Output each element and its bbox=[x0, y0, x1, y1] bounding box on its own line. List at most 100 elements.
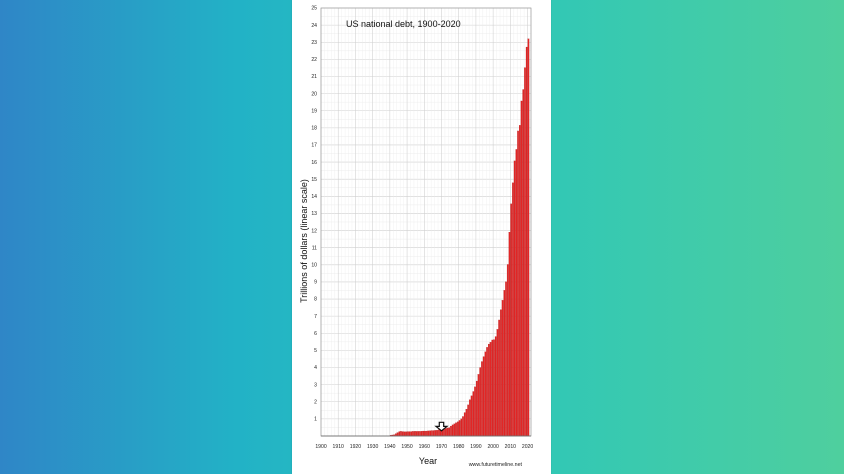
debt-bar-1980 bbox=[458, 420, 461, 437]
debt-bar-2004 bbox=[500, 309, 502, 437]
debt-bar-1962 bbox=[427, 430, 430, 437]
y-tick-label-11: 11 bbox=[312, 245, 317, 251]
debt-bar-1950 bbox=[407, 431, 409, 437]
debt-bar-2001 bbox=[494, 336, 497, 437]
x-tick-label-1970: 1970 bbox=[436, 444, 447, 450]
debt-bar-2005 bbox=[501, 300, 504, 437]
debt-bar-1966 bbox=[434, 430, 437, 437]
y-tick-label-17: 17 bbox=[311, 143, 317, 149]
debt-bar-2015 bbox=[519, 125, 521, 437]
x-tick-label-1950: 1950 bbox=[401, 444, 412, 450]
y-tick-label-14: 14 bbox=[311, 194, 317, 200]
debt-bar-1953 bbox=[412, 431, 414, 437]
x-tick-label-2000: 2000 bbox=[487, 444, 498, 450]
debt-bar-1984 bbox=[465, 409, 468, 437]
debt-bar-2014 bbox=[517, 130, 519, 437]
chart-grid bbox=[320, 7, 532, 437]
debt-bar-1983 bbox=[463, 412, 466, 437]
debt-bar-1977 bbox=[453, 423, 456, 437]
y-tick-label-16: 16 bbox=[311, 160, 317, 166]
debt-bar-1972 bbox=[444, 428, 447, 437]
debt-bar-2011 bbox=[512, 182, 514, 437]
debt-bar-2007 bbox=[505, 281, 507, 437]
debt-bar-1974 bbox=[448, 427, 451, 437]
x-tick-label-1900: 1900 bbox=[315, 444, 326, 450]
debt-bar-2002 bbox=[496, 329, 499, 437]
y-tick-label-25: 25 bbox=[311, 6, 317, 12]
y-tick-label-1: 1 bbox=[314, 417, 317, 423]
debt-bar-1995 bbox=[484, 351, 487, 437]
debt-bar-2009 bbox=[508, 232, 511, 437]
y-tick-label-10: 10 bbox=[311, 263, 317, 269]
debt-bar-2008 bbox=[506, 264, 509, 437]
debt-bar-1967 bbox=[436, 430, 438, 437]
debt-bar-1976 bbox=[451, 424, 454, 437]
debt-bar-1996 bbox=[486, 347, 488, 437]
x-tick-label-2010: 2010 bbox=[505, 444, 516, 450]
y-tick-label-21: 21 bbox=[311, 74, 317, 80]
y-tick-label-6: 6 bbox=[314, 331, 317, 337]
debt-bar-1988 bbox=[472, 391, 475, 437]
debt-bar-1986 bbox=[469, 399, 471, 437]
x-tick-label-1990: 1990 bbox=[470, 444, 481, 450]
debt-bar-1945 bbox=[398, 431, 401, 437]
debt-bar-1949 bbox=[405, 431, 408, 437]
debt-bar-1960 bbox=[424, 430, 426, 437]
debt-bar-1993 bbox=[481, 361, 483, 437]
y-tick-label-2: 2 bbox=[314, 399, 317, 405]
debt-bar-2019 bbox=[525, 46, 528, 437]
debt-bar-1959 bbox=[422, 430, 425, 437]
debt-bar-2018 bbox=[524, 67, 526, 437]
debt-bar-2013 bbox=[515, 149, 518, 437]
debt-bar-1979 bbox=[457, 421, 459, 437]
debt-bar-1998 bbox=[489, 342, 492, 437]
debt-bar-1992 bbox=[479, 367, 482, 437]
debt-bar-1968 bbox=[438, 429, 440, 437]
debt-bar-1946 bbox=[400, 431, 402, 437]
y-tick-label-13: 13 bbox=[311, 211, 317, 217]
debt-bar-1952 bbox=[410, 431, 413, 437]
debt-bar-2003 bbox=[498, 319, 500, 437]
debt-bar-1989 bbox=[474, 386, 476, 437]
debt-bar-1964 bbox=[431, 430, 433, 437]
x-tick-label-1920: 1920 bbox=[350, 444, 361, 450]
debt-bar-1965 bbox=[432, 430, 435, 437]
y-tick-label-7: 7 bbox=[314, 314, 317, 320]
debt-bar-1956 bbox=[417, 431, 420, 437]
y-tick-label-9: 9 bbox=[314, 280, 317, 286]
debt-bar-1990 bbox=[475, 380, 478, 437]
x-tick-label-1910: 1910 bbox=[333, 444, 344, 450]
debt-bar-1975 bbox=[450, 425, 452, 437]
debt-bar-1973 bbox=[446, 427, 449, 437]
debt-bar-2020 bbox=[527, 38, 530, 437]
debt-bar-1991 bbox=[477, 374, 480, 437]
debt-bar-1947 bbox=[401, 431, 404, 437]
y-tick-label-5: 5 bbox=[314, 348, 317, 354]
debt-bar-1963 bbox=[429, 430, 432, 437]
debt-bar-2016 bbox=[520, 100, 523, 437]
debt-bar-1955 bbox=[415, 431, 418, 437]
debt-bar-1985 bbox=[467, 404, 469, 437]
y-tick-label-4: 4 bbox=[314, 365, 317, 371]
debt-bar-1958 bbox=[420, 431, 423, 437]
debt-bar-1948 bbox=[403, 431, 406, 437]
y-axis-title: Trillions of dollars (linear scale) bbox=[299, 179, 309, 303]
debt-bar-1999 bbox=[491, 339, 494, 437]
y-tick-label-18: 18 bbox=[311, 126, 317, 132]
source-credit: www.futuretimeline.net bbox=[469, 462, 523, 468]
y-tick-label-12: 12 bbox=[311, 228, 317, 234]
y-tick-label-15: 15 bbox=[311, 177, 317, 183]
debt-bar-1951 bbox=[408, 431, 411, 437]
debt-bar-1987 bbox=[470, 395, 473, 437]
x-tick-label-1930: 1930 bbox=[367, 444, 378, 450]
debt-bar-1944 bbox=[396, 432, 399, 437]
x-tick-label-1960: 1960 bbox=[419, 444, 430, 450]
y-tick-label-3: 3 bbox=[314, 382, 317, 388]
debt-bar-1982 bbox=[462, 416, 464, 437]
debt-bar-2010 bbox=[510, 203, 513, 437]
debt-bar-2006 bbox=[503, 290, 506, 437]
down-arrow-icon bbox=[434, 421, 449, 432]
tick-labels: 1234567891011121314151617181920212223242… bbox=[311, 6, 533, 450]
debt-bar-1981 bbox=[460, 418, 463, 437]
annotation-arrow bbox=[434, 421, 449, 432]
